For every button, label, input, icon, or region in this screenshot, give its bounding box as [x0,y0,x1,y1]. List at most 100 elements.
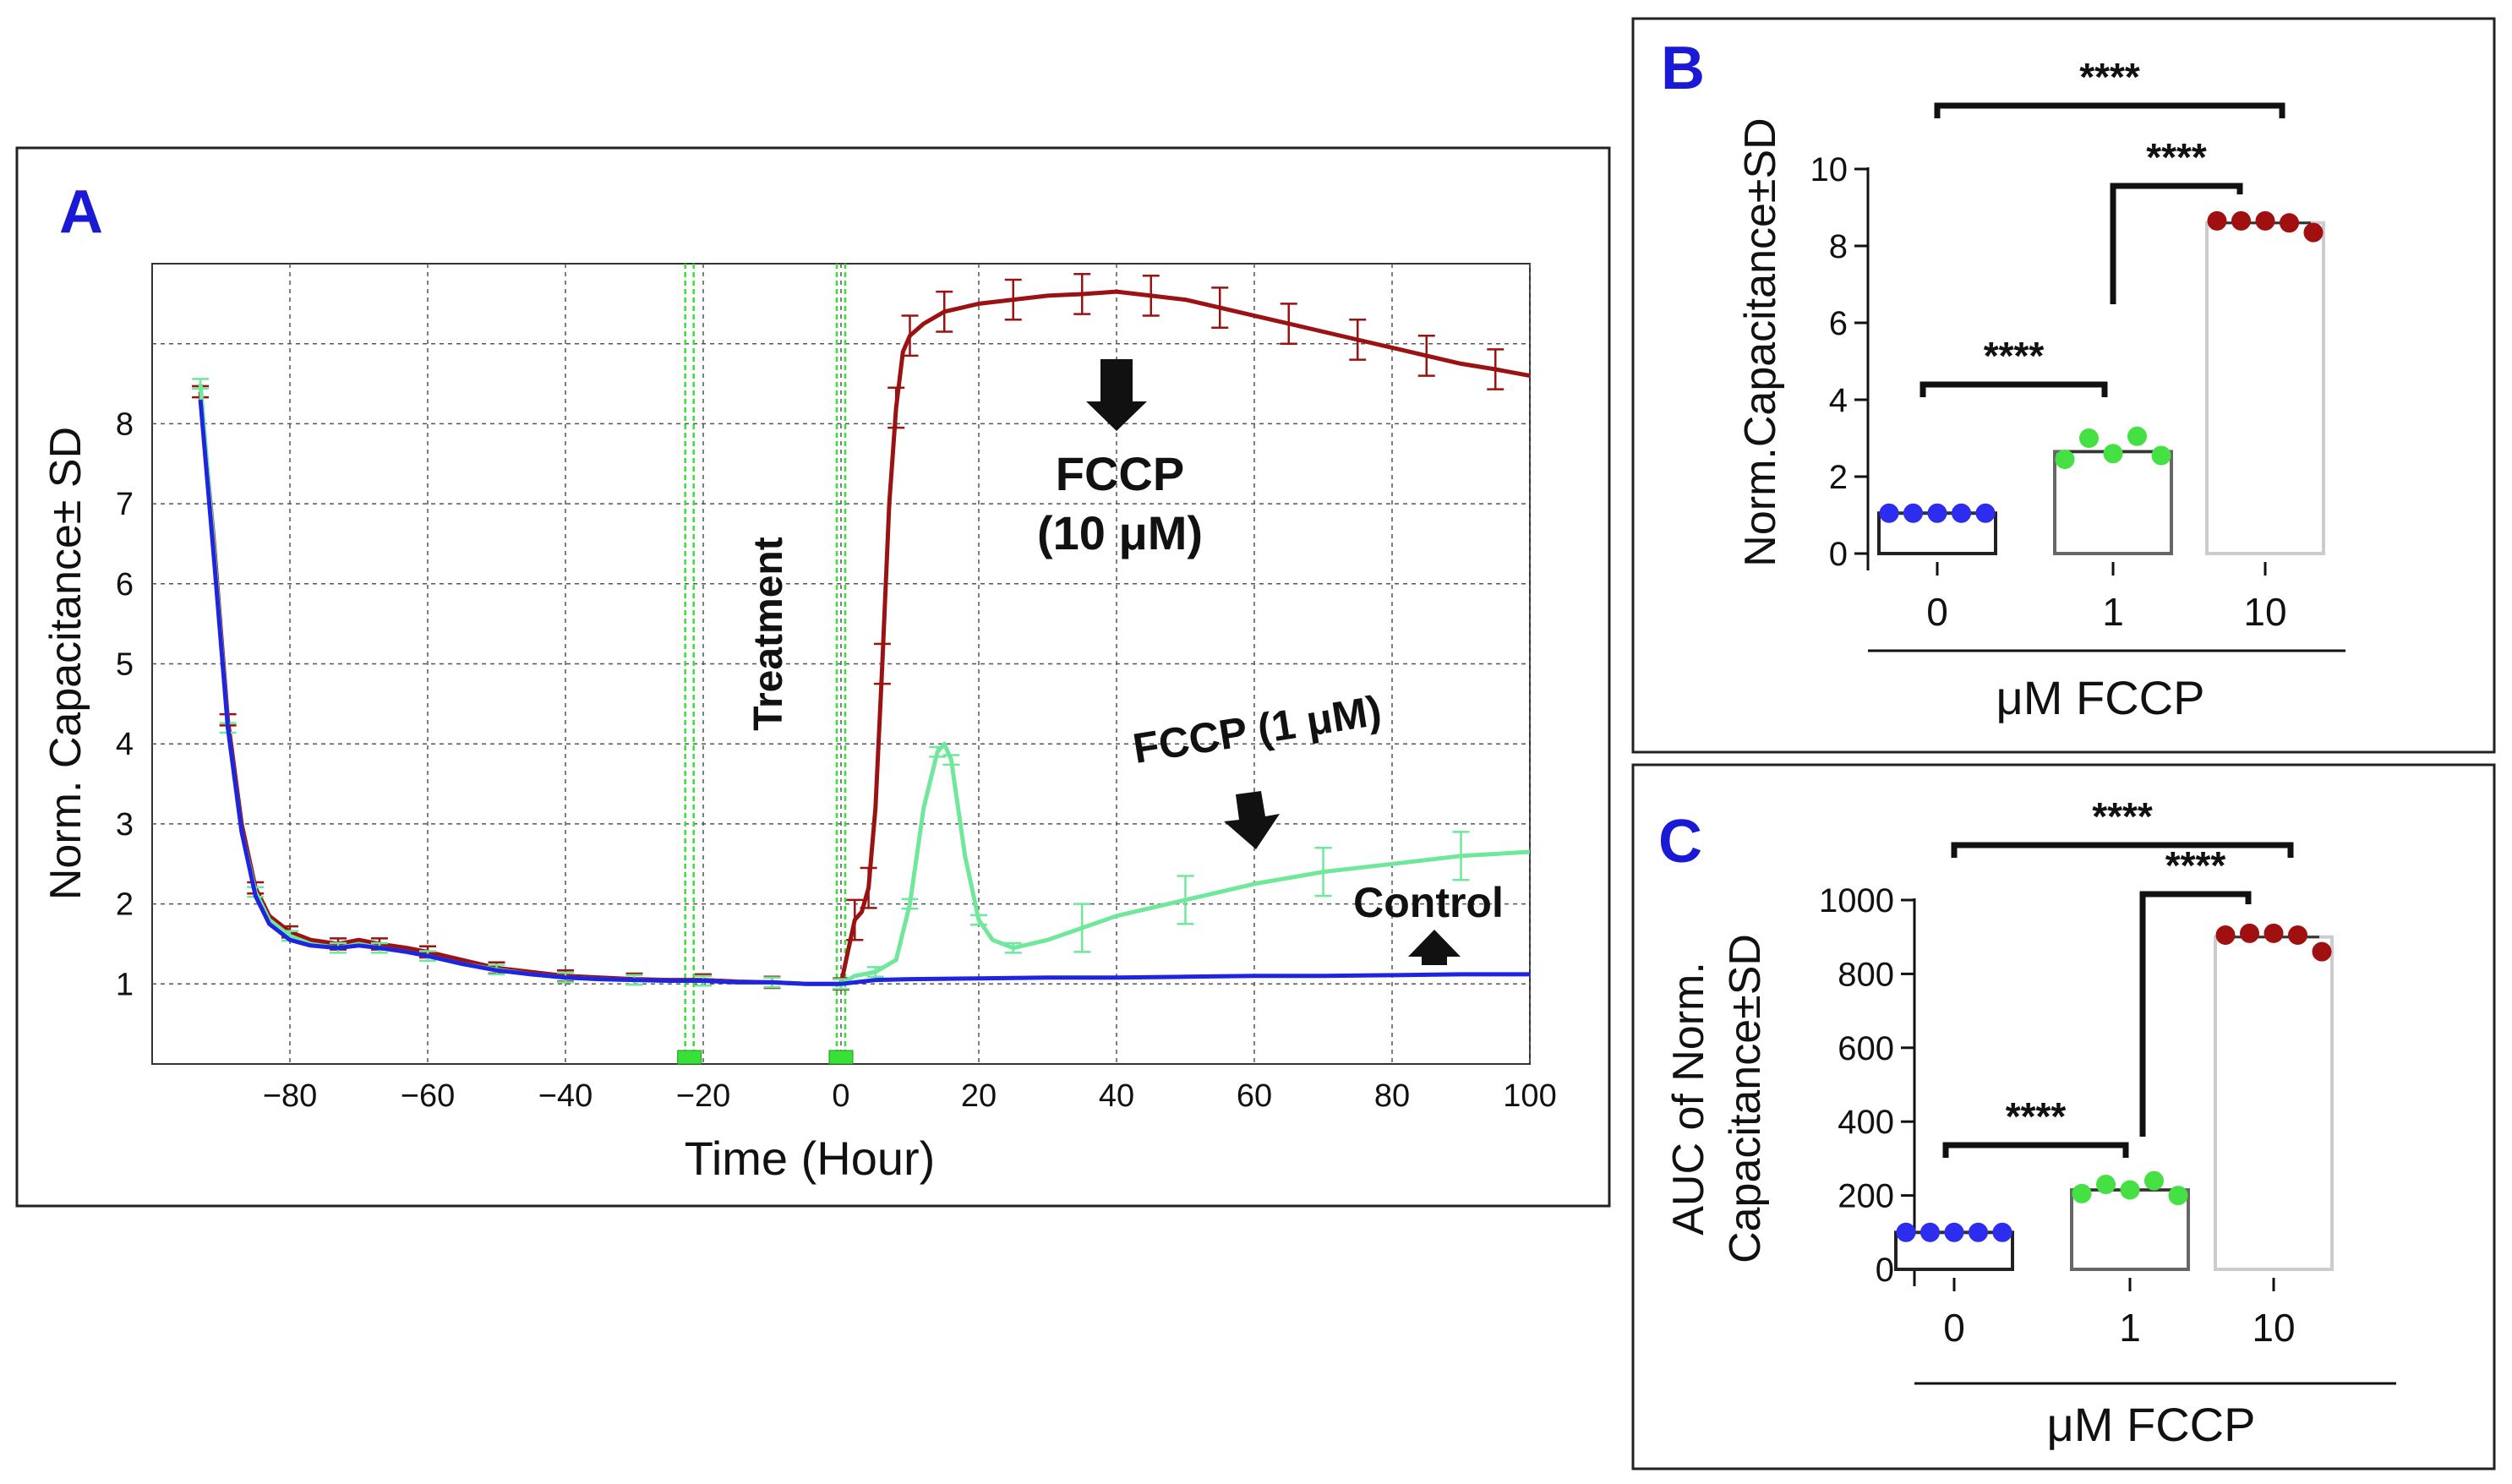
data-point [1896,1222,1916,1242]
error-bar [970,914,987,926]
series-a [192,273,1531,991]
x-axis-label-a: Time (Hour) [685,1132,936,1185]
error-bar [929,745,947,758]
x-tick-label: 1 [2102,590,2124,634]
data-point [1879,503,1899,523]
data-point [1992,1222,2012,1242]
data-point [2151,445,2171,466]
panel-a-label: A [59,178,103,246]
down-arrow-icon [1224,791,1280,849]
error-bar [901,897,919,910]
points-c [1896,923,2332,1242]
x-tick-label-a: −60 [401,1078,455,1114]
significance-label: **** [2079,55,2140,99]
y-tick-label: 600 [1838,1030,1894,1067]
significance-label: **** [2092,794,2153,838]
bars-c [1894,935,2334,1272]
treatment-marker [828,1050,854,1065]
significance-bracket [2139,891,2252,1137]
data-point [2231,210,2251,231]
data-point [2072,1183,2092,1203]
y-axis-label-b: Norm.Capacitance±SD [1736,117,1785,566]
error-bar [1211,286,1229,330]
points-b [1879,210,2324,523]
significance-label: **** [2165,843,2226,887]
data-point [2079,428,2099,448]
x-tick-label: 0 [1943,1306,1965,1350]
error-bar [1314,847,1332,897]
y-tick-label: 10 [1810,151,1849,188]
data-point [2144,1170,2164,1191]
error-bar [846,898,864,941]
data-point [1975,503,1996,523]
error-bar [887,386,905,429]
x-tick-label-a: −80 [263,1078,317,1114]
x-tick-label: 0 [1926,590,1948,634]
significance-label: **** [2006,1094,2067,1138]
y-tick-label: 800 [1838,956,1894,993]
data-point [2255,210,2275,231]
data-point [2103,444,2123,464]
axes-b: 0 2 4 6 8 10 0 1 10 [1810,151,2287,634]
x-tick-label-a: 100 [1503,1078,1556,1114]
panel-c-frame [1631,763,2496,1470]
axis-ticks-a: −80 −60 −40 −20 0 20 40 60 80 100 1 2 3 4 5 6 7 8 [116,406,1557,1114]
data-point [2127,426,2147,446]
significance-b: ************ [1919,55,2285,397]
error-bar [1452,831,1470,881]
data-point [1920,1222,1940,1242]
data-point [2312,941,2332,962]
data-point [2120,1180,2140,1200]
series-line-fccp10 [198,289,1531,986]
y-tick-label: 0 [1829,536,1848,573]
error-bar [936,290,953,333]
significance-bracket [1951,842,2294,858]
fccp10-annotation-line1: FCCP [1056,447,1184,500]
data-point [2207,210,2227,231]
data-point [2280,213,2299,233]
error-bar [942,754,960,767]
panel-b-label: B [1661,35,1705,102]
error-bar [1073,903,1091,953]
x-tick-label-a: −40 [538,1078,593,1114]
bar-10 [2205,221,2325,555]
down-arrow-icon [1086,359,1147,431]
x-tick-label-a: 0 [832,1078,849,1114]
y-axis-label-c-line1: AUC of Norm. [1664,962,1713,1236]
y-tick-label: 8 [1829,228,1848,265]
significance-bracket [2110,183,2243,304]
significance-bracket [1919,381,2108,397]
y-tick-label-a: 7 [116,487,134,522]
x-axis-label-c: μM FCCP [2047,1398,2256,1451]
y-tick-label: 4 [1829,382,1848,419]
data-point [2096,1174,2116,1194]
y-tick-label: 400 [1838,1104,1894,1141]
error-bar [860,866,877,909]
panel-a: A −80 −60 −40 −20 0 20 40 60 80 100 1 2 3 4 5 6 7 8 Time … [15,146,1611,1208]
panel-b: B 0 2 4 6 8 10 0 1 10 ************ Norm.Capacita… [1631,17,2496,754]
data-point [2303,222,2324,243]
data-point [2215,925,2236,946]
data-point [1927,503,1947,523]
error-bar [192,378,210,390]
x-tick-label-a: 80 [1374,1078,1410,1114]
series-line-control [198,399,1530,986]
panel-c-label: C [1658,808,1702,876]
y-tick-label: 2 [1829,459,1848,496]
panel-c: C 0 200 400 600 800 1000 0 1 10 **** **** **** AUC… [1631,763,2496,1470]
y-tick-label: 6 [1829,305,1848,342]
error-bar [1349,319,1367,361]
error-bar [1073,273,1091,315]
error-bar [1417,334,1435,377]
y-tick-label-a: 5 [116,647,134,683]
treatment-marker [677,1050,702,1065]
y-tick-label-a: 1 [116,967,134,1002]
y-axis-label-a: Norm. Capacitance± SD [41,427,90,900]
significance-bracket [1934,102,2285,118]
x-tick-label: 10 [2243,590,2286,634]
up-arrow-icon [1408,930,1461,965]
bar-1 [2070,1188,2190,1272]
error-bar [1004,278,1022,321]
significance-c: **** **** **** [1942,794,2294,1158]
